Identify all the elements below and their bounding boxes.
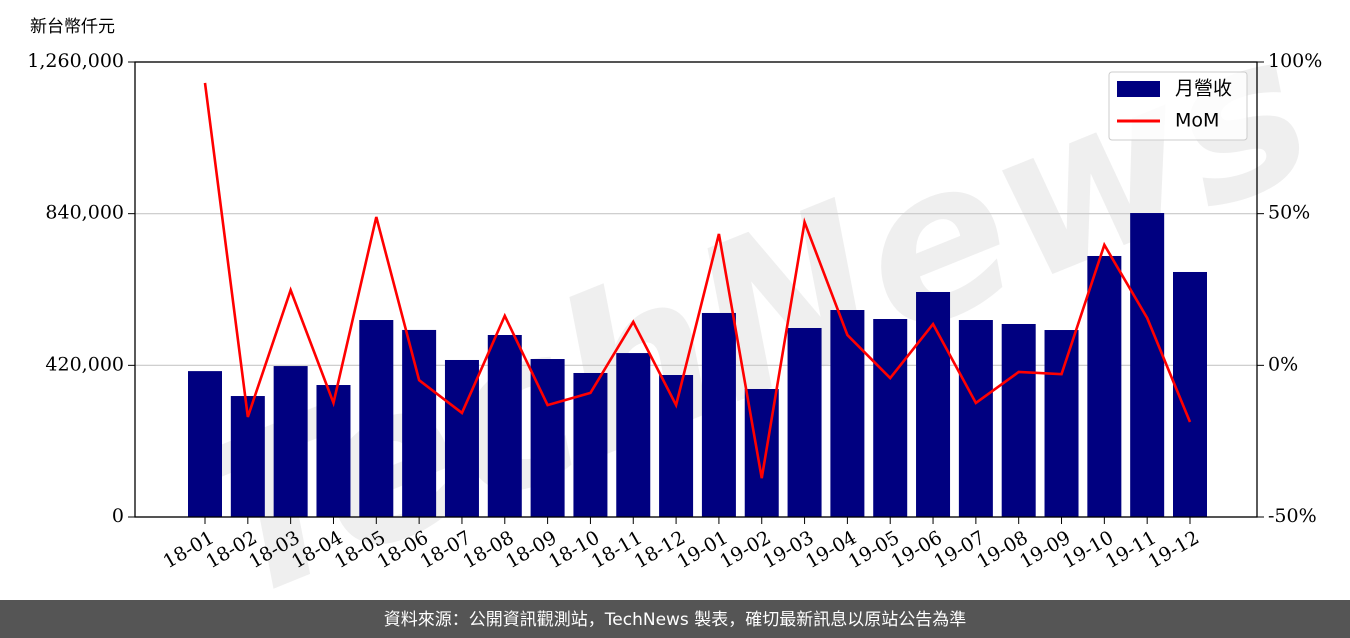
bar	[359, 320, 394, 517]
bar	[1130, 213, 1165, 517]
bar	[273, 366, 308, 517]
bar	[573, 372, 608, 517]
y2-tick-label: 0%	[1268, 353, 1298, 375]
x-tick-label: 19-12	[1145, 527, 1203, 573]
y2-tick-label: 50%	[1268, 202, 1310, 224]
bar	[402, 329, 437, 517]
bar	[873, 319, 908, 517]
bar	[958, 320, 993, 517]
source-note: 資料來源：公開資訊觀測站，TechNews 製表，確切最新訊息以原站公告為準	[384, 610, 966, 630]
bar	[787, 327, 822, 517]
y-tick-label: 840,000	[45, 202, 124, 224]
bar	[530, 359, 565, 517]
bar	[1044, 330, 1079, 517]
y2-tick-label: 100%	[1268, 50, 1322, 72]
bar	[1087, 255, 1122, 517]
bar	[616, 353, 651, 517]
bar	[916, 291, 951, 517]
y2-tick-label: -50%	[1268, 505, 1317, 527]
y-axis-label: 新台幣仟元	[30, 17, 115, 37]
bar	[487, 335, 522, 517]
bar	[701, 312, 736, 517]
line	[203, 82, 1192, 479]
legend-label: MoM	[1175, 110, 1219, 132]
plot-frame	[134, 61, 1258, 518]
legend-swatch	[1117, 81, 1160, 97]
bar	[1001, 323, 1036, 517]
legend-label: 月營收	[1175, 78, 1232, 100]
y-tick-label: 1,260,000	[27, 50, 124, 72]
y-tick-label: 0	[112, 505, 124, 527]
footer-band	[0, 600, 1350, 638]
bar	[830, 310, 865, 517]
y-tick-label: 420,000	[45, 353, 124, 375]
bar	[188, 371, 222, 517]
bar	[316, 385, 351, 517]
bar	[659, 375, 694, 517]
